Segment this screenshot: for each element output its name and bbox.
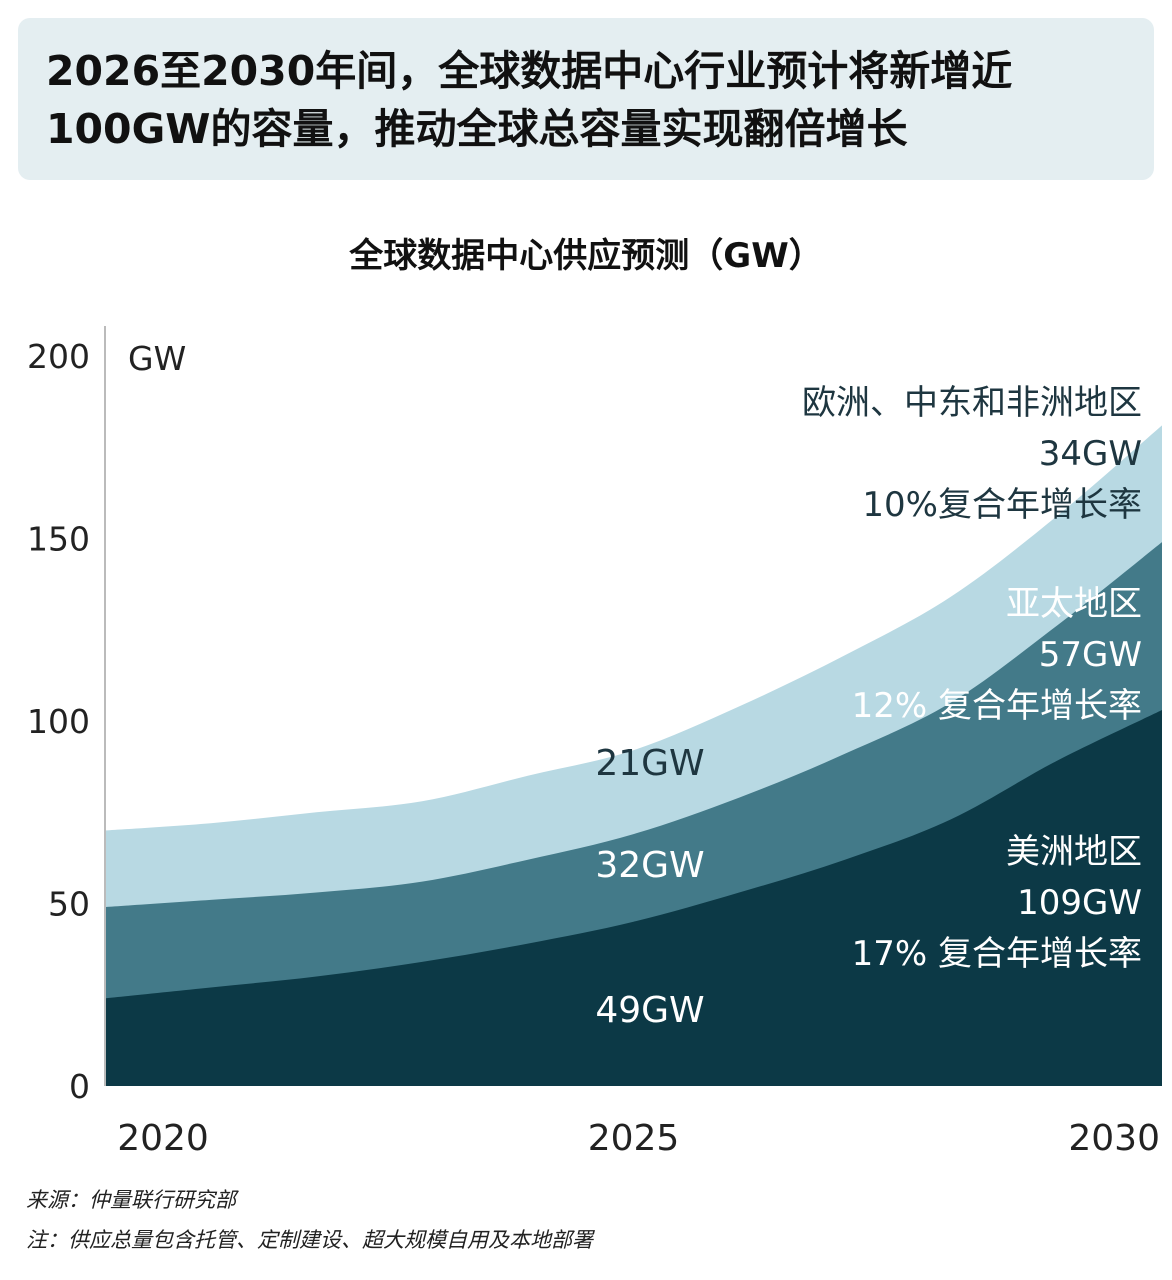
americas-area xyxy=(105,710,1162,1086)
x-tick-label: 2030 xyxy=(1068,1118,1160,1159)
apac-total-label: 57GW xyxy=(1039,635,1142,675)
y-axis-ticks: 0 50 100 150 200 xyxy=(27,337,90,1106)
americas-2025-label: 49GW xyxy=(595,990,704,1031)
emea-2025-label: 21GW xyxy=(595,743,704,784)
apac-2025-label: 32GW xyxy=(595,845,704,886)
note-footnote: 注：供应总量包含托管、定制建设、超大规模自用及本地部署 xyxy=(26,1228,593,1252)
x-tick-label: 2020 xyxy=(117,1118,209,1159)
y-unit-label: GW xyxy=(128,339,186,378)
chart-title: 全球数据中心供应预测（GW） xyxy=(349,236,823,276)
y-tick-label: 200 xyxy=(27,337,90,376)
emea-region-label: 欧洲、中东和非洲地区 xyxy=(802,383,1142,423)
headline-line-1: 2026至2030年间，全球数据中心行业预计将新增近 xyxy=(46,47,1013,95)
y-tick-label: 150 xyxy=(27,520,90,559)
x-tick-label: 2025 xyxy=(588,1118,680,1159)
emea-cagr-label: 10%复合年增长率 xyxy=(862,485,1142,525)
y-tick-label: 0 xyxy=(69,1067,90,1106)
emea-total-label: 34GW xyxy=(1039,434,1142,474)
y-tick-label: 100 xyxy=(27,702,90,741)
source-footnote: 来源：仲量联行研究部 xyxy=(26,1188,236,1212)
x-axis-ticks: 2020 2025 2030 xyxy=(117,1118,1160,1159)
y-tick-label: 50 xyxy=(48,885,90,924)
apac-cagr-label: 12% 复合年增长率 xyxy=(852,686,1142,726)
area-layers xyxy=(105,425,1162,1086)
americas-cagr-label: 17% 复合年增长率 xyxy=(852,934,1142,974)
headline-line-2: 100GW的容量，推动全球总容量实现翻倍增长 xyxy=(46,105,908,153)
americas-total-label: 109GW xyxy=(1017,883,1142,923)
apac-region-label: 亚太地区 xyxy=(1006,584,1142,624)
headline-banner: 2026至2030年间，全球数据中心行业预计将新增近 100GW的容量，推动全球… xyxy=(18,18,1154,180)
americas-region-label: 美洲地区 xyxy=(1006,832,1142,872)
